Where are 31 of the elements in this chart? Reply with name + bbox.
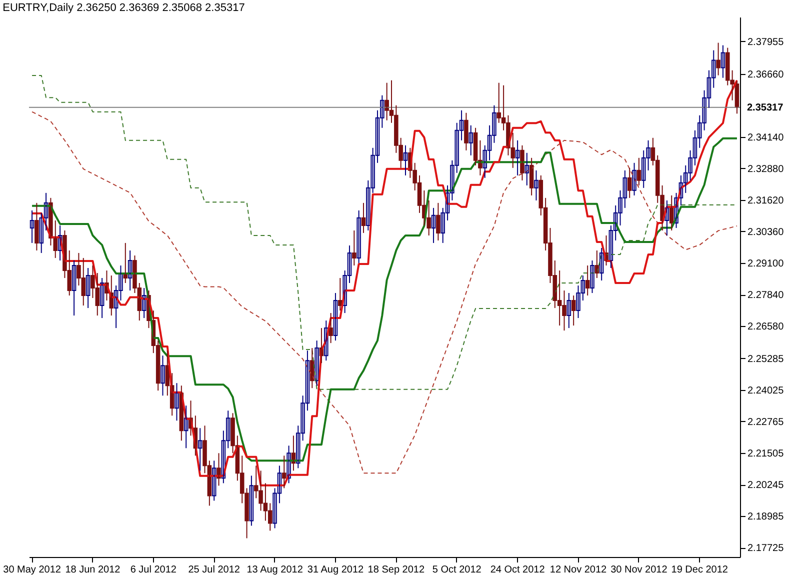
x-tick-label: 24 Oct 2012 bbox=[490, 564, 546, 576]
y-tick-label: 2.24025 bbox=[748, 385, 784, 396]
x-tick-label: 5 Oct 2012 bbox=[432, 564, 482, 576]
line-series bbox=[32, 75, 738, 390]
y-tick-label: 2.25285 bbox=[748, 354, 784, 365]
x-tick-label: 30 May 2012 bbox=[3, 564, 62, 576]
x-tick-label: 12 Nov 2012 bbox=[550, 564, 608, 576]
x-tick-label: 30 Nov 2012 bbox=[610, 564, 668, 576]
x-tick-label: 19 Dec 2012 bbox=[671, 564, 728, 576]
y-tick-label: 2.26580 bbox=[748, 322, 784, 333]
y-tick-label: 2.29100 bbox=[748, 258, 784, 270]
ref-line-label: 2.35317 bbox=[747, 102, 784, 114]
x-tick-label: 18 Sep 2012 bbox=[368, 564, 425, 576]
y-tick-label: 2.37955 bbox=[748, 36, 784, 48]
y-tick-label: 2.21505 bbox=[748, 448, 784, 460]
y-tick-label: 2.18985 bbox=[748, 512, 784, 523]
y-tick-label: 2.27840 bbox=[748, 290, 784, 302]
x-tick-label: 6 Jul 2012 bbox=[130, 564, 177, 576]
x-tick-label: 25 Jul 2012 bbox=[188, 564, 240, 576]
y-tick-label: 2.32880 bbox=[748, 164, 784, 175]
y-tick-label: 2.36660 bbox=[748, 69, 784, 80]
y-tick-label: 2.17725 bbox=[748, 543, 784, 554]
y-tick-label: 2.34140 bbox=[748, 132, 784, 144]
x-tick-label: 31 Aug 2012 bbox=[307, 564, 364, 576]
y-tick-label: 2.31620 bbox=[748, 195, 784, 206]
y-tick-label: 2.22765 bbox=[748, 417, 784, 428]
y-tick-label: 2.30360 bbox=[748, 226, 784, 238]
y-tick-label: 2.20245 bbox=[748, 480, 784, 492]
x-tick-label: 13 Aug 2012 bbox=[246, 564, 304, 576]
chart-title: EURTRY,Daily 2.36250 2.36369 2.35068 2.35317 bbox=[2, 2, 245, 14]
x-tick-label: 18 Jun 2012 bbox=[65, 564, 121, 576]
